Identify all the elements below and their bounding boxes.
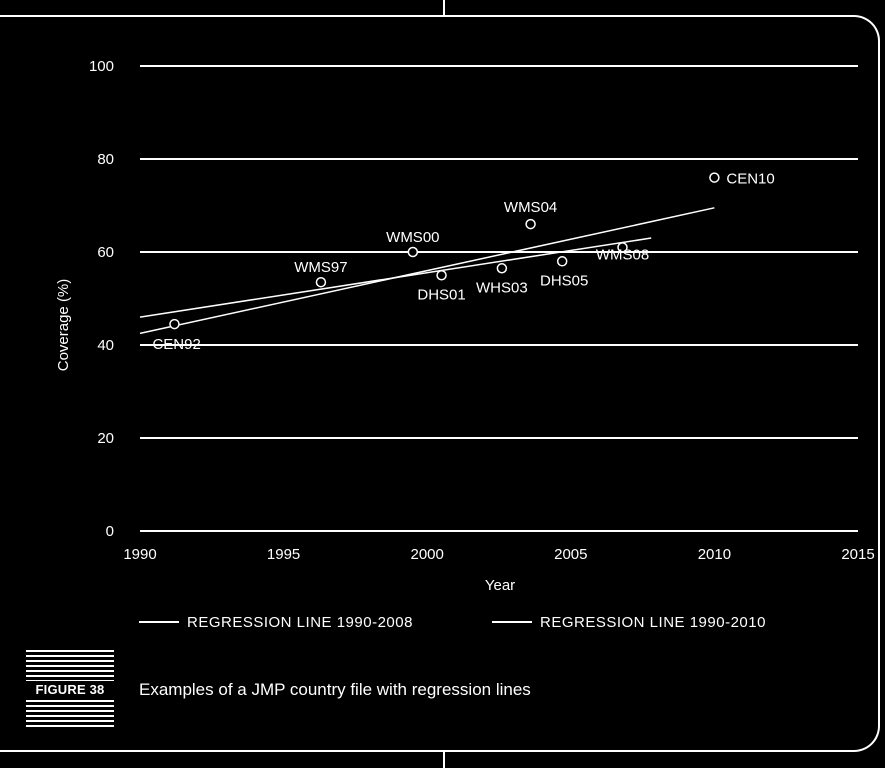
x-tick-labels: 1990 1995 2000 2005 2010 2015 bbox=[123, 546, 874, 563]
x-axis-label: Year bbox=[485, 577, 515, 594]
data-point bbox=[556, 256, 568, 267]
y-tick-label: 20 bbox=[97, 430, 114, 447]
divider-line-top bbox=[443, 0, 445, 16]
x-tick-label: 2010 bbox=[698, 546, 731, 563]
data-points bbox=[169, 172, 720, 330]
data-point-label: WMS08 bbox=[596, 246, 649, 263]
data-point bbox=[617, 242, 628, 253]
data-point-label: DHS05 bbox=[540, 272, 588, 289]
y-axis-label: Coverage (%) bbox=[55, 279, 72, 372]
data-point bbox=[496, 263, 508, 274]
data-point-label: WMS00 bbox=[386, 229, 439, 246]
data-point bbox=[709, 172, 720, 183]
gridlines bbox=[140, 65, 858, 532]
y-tick-label: 40 bbox=[97, 337, 114, 354]
data-point bbox=[169, 318, 180, 330]
data-point bbox=[436, 270, 447, 281]
x-tick-label: 2000 bbox=[411, 546, 444, 563]
y-tick-label: 60 bbox=[97, 244, 114, 261]
figure-caption: Examples of a JMP country file with regr… bbox=[139, 680, 531, 699]
data-point bbox=[525, 218, 536, 230]
legend-item-1990-2008: REGRESSION LINE 1990-2008 bbox=[139, 612, 413, 632]
x-tick-label: 2005 bbox=[554, 546, 587, 563]
x-tick-label: 1990 bbox=[123, 546, 156, 563]
data-point-label: WMS04 bbox=[504, 199, 557, 216]
legend-label: REGRESSION LINE 1990-2008 bbox=[187, 613, 413, 631]
figure-label: FIGURE 38 bbox=[26, 681, 114, 698]
y-tick-labels: 0 20 40 60 80 100 bbox=[89, 58, 114, 540]
data-point-label: DHS01 bbox=[417, 286, 465, 303]
data-point-label: CEN92 bbox=[152, 336, 200, 353]
divider-line-bottom bbox=[443, 750, 445, 768]
legend-swatch bbox=[139, 621, 179, 623]
data-point-label: WMS97 bbox=[294, 259, 347, 276]
legend-swatch bbox=[492, 621, 532, 623]
figure-badge: FIGURE 38 bbox=[26, 650, 114, 728]
data-point-label: WHS03 bbox=[476, 279, 528, 296]
chart-frame bbox=[0, 15, 880, 752]
y-tick-label: 0 bbox=[106, 523, 114, 540]
data-point-label: CEN10 bbox=[726, 171, 774, 188]
regression-lines bbox=[139, 207, 715, 335]
legend-label: REGRESSION LINE 1990-2010 bbox=[540, 613, 766, 631]
y-tick-label: 100 bbox=[89, 58, 114, 75]
data-point bbox=[407, 246, 419, 258]
y-tick-label: 80 bbox=[97, 151, 114, 168]
legend-item-1990-2010: REGRESSION LINE 1990-2010 bbox=[492, 612, 766, 632]
regression-line bbox=[139, 207, 715, 335]
x-tick-label: 1995 bbox=[267, 546, 300, 563]
data-point-labels: CEN92 WMS97 WMS00 DHS01 WHS03 WMS04 DHS05 WMS08… bbox=[152, 171, 774, 353]
x-tick-label: 2015 bbox=[841, 546, 874, 563]
data-point bbox=[315, 276, 327, 288]
